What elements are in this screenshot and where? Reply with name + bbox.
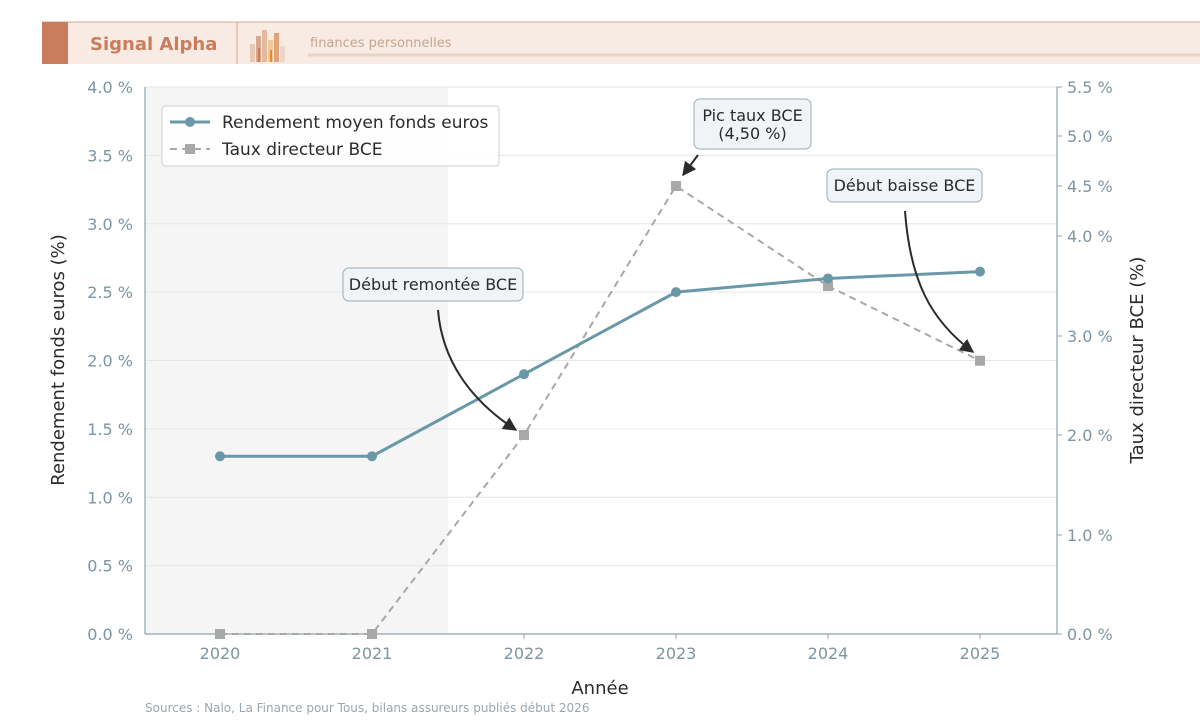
skyline-logo-icon <box>250 30 285 62</box>
annotation-label: Début remontée BCE <box>349 275 517 294</box>
x-tick-label: 2021 <box>352 644 393 663</box>
y-tick-label: 1.0 % <box>87 488 133 507</box>
annotation-label: (4,50 %) <box>718 124 786 143</box>
legend-marker-rendement <box>185 117 195 127</box>
source-note: Sources : Nalo, La Finance pour Tous, bi… <box>145 701 589 715</box>
annotation-box <box>693 98 812 150</box>
y-tick-label: 2.0 % <box>87 352 133 371</box>
annotation-box <box>826 168 983 203</box>
legend-label-taux-bce: Taux directeur BCE <box>221 140 382 160</box>
brand-name: Signal Alpha <box>90 34 217 55</box>
legend-marker-taux-bce <box>185 144 195 154</box>
data-point-taux-bce <box>823 281 833 291</box>
annotation-arrow <box>437 309 518 431</box>
y-tick-label: 3.0 % <box>87 215 133 234</box>
header-band <box>42 22 1200 64</box>
legend-label-rendement: Rendement moyen fonds euros <box>222 113 489 133</box>
y2-tick-label: 5.0 % <box>1067 127 1113 146</box>
y-tick-label: 0.0 % <box>87 625 133 644</box>
header-tagline: finances personnelles <box>310 36 452 51</box>
brand-accent-block <box>42 22 68 64</box>
data-point-taux-bce <box>975 355 985 366</box>
y2-tick-label: 1.0 % <box>1067 526 1113 545</box>
y2-axis-title: Taux directeur BCE (%) <box>1127 257 1148 465</box>
data-point-taux-bce <box>671 181 681 191</box>
data-point-taux-bce <box>215 629 225 639</box>
data-point-taux-bce <box>367 629 377 639</box>
y2-tick-label: 0.0 % <box>1067 625 1113 644</box>
legend-box <box>161 105 500 167</box>
y-tick-label: 1.5 % <box>87 420 133 439</box>
annotation-arrow <box>904 210 975 353</box>
y-tick-label: 0.5 % <box>87 557 133 576</box>
x-tick-label: 2025 <box>960 644 1001 663</box>
y2-tick-label: 4.0 % <box>1067 227 1113 246</box>
annotation-box <box>342 267 524 302</box>
y-axis-title: Rendement fonds euros (%) <box>48 234 69 486</box>
header-bar: Signal Alpha finances personnelles <box>42 21 1200 64</box>
series-line-taux-bce <box>220 184 981 635</box>
y2-tick-label: 2.0 % <box>1067 426 1113 445</box>
annotation-arrow <box>682 154 699 177</box>
annotation-label: Pic taux BCE <box>702 106 802 125</box>
x-tick-label: 2023 <box>656 644 697 663</box>
data-point-rendement <box>823 273 833 284</box>
x-tick-label: 2024 <box>808 644 849 663</box>
y2-tick-label: 3.0 % <box>1067 327 1113 346</box>
x-axis-title: Année <box>571 678 628 699</box>
data-point-rendement <box>975 266 985 277</box>
y2-tick-label: 4.5 % <box>1067 177 1113 196</box>
data-point-rendement <box>215 451 225 462</box>
y-tick-label: 4.0 % <box>87 78 133 97</box>
series-line-rendement <box>220 270 981 458</box>
x-tick-label: 2022 <box>504 644 545 663</box>
x-tick-label: 2020 <box>200 644 241 663</box>
y-tick-label: 3.5 % <box>87 146 133 165</box>
data-point-rendement <box>367 451 377 462</box>
data-point-rendement <box>519 369 529 380</box>
data-point-rendement <box>671 287 681 298</box>
annotation-label: Début baisse BCE <box>834 176 976 195</box>
y-tick-label: 2.5 % <box>87 283 133 302</box>
y2-tick-label: 5.5 % <box>1067 78 1113 97</box>
data-point-taux-bce <box>519 430 529 440</box>
